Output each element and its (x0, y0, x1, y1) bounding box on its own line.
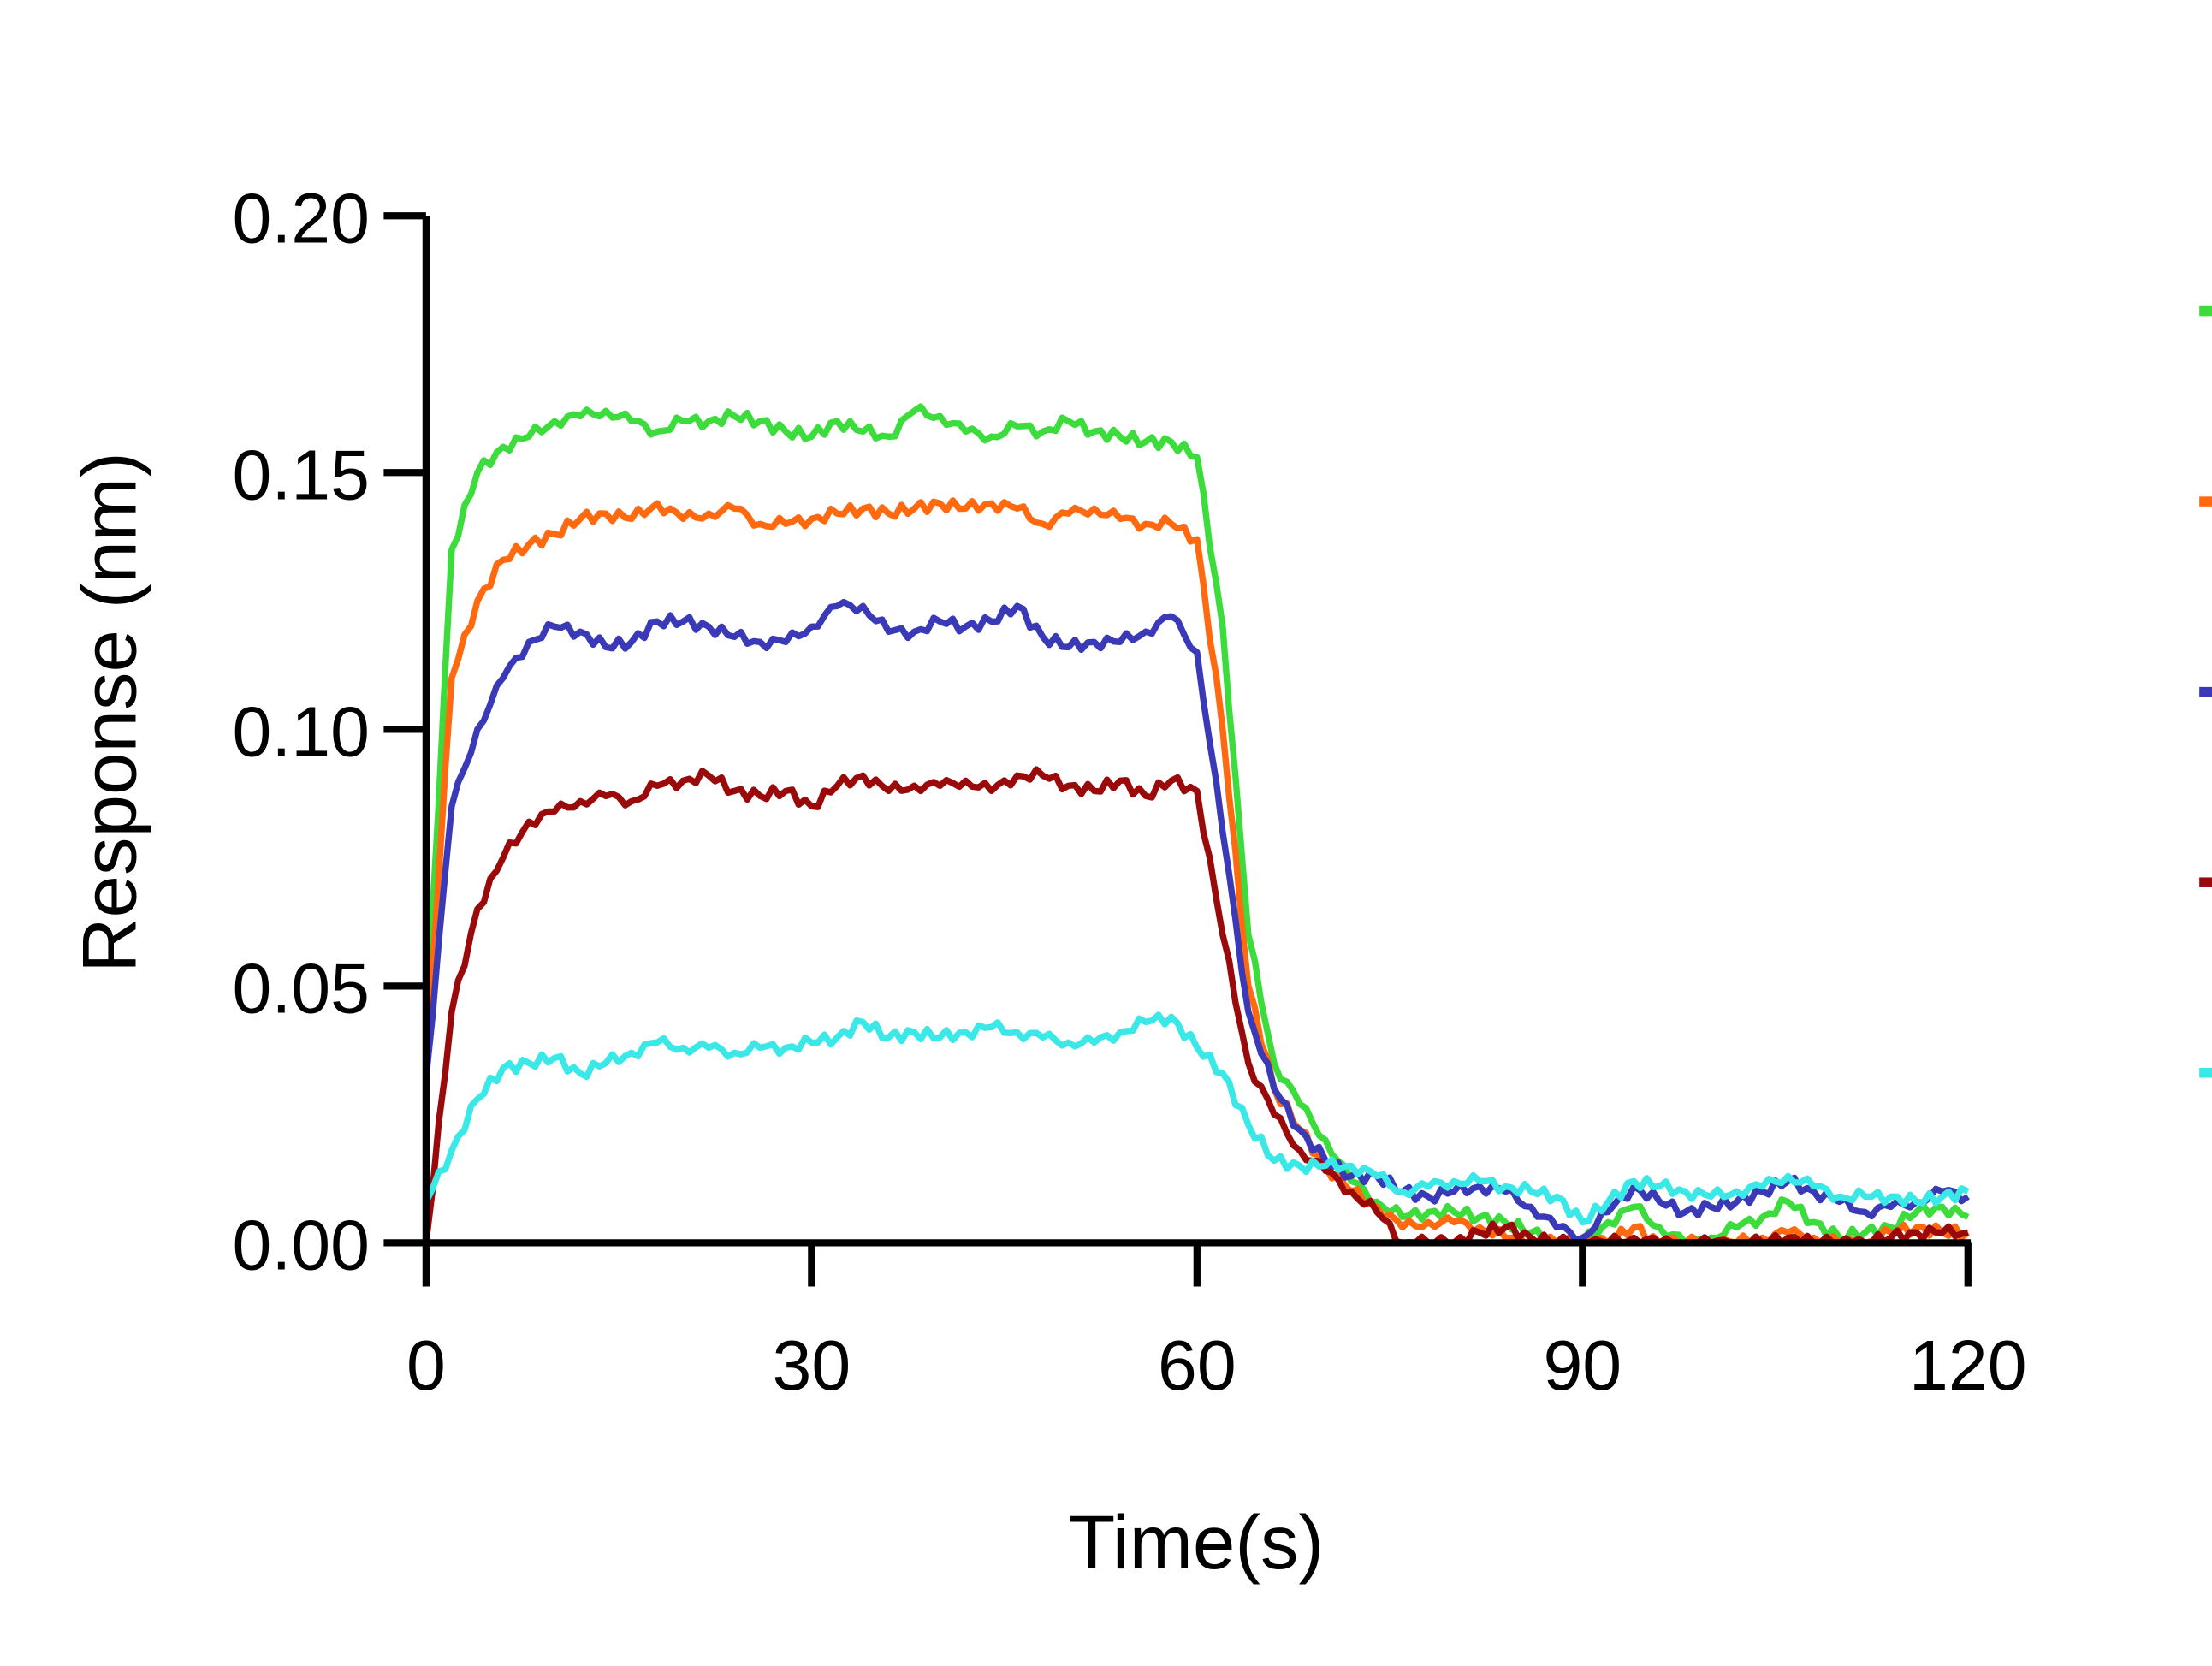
x-tick-label: 90 (1543, 1326, 1622, 1405)
y-tick-label: 0.05 (233, 950, 370, 1029)
legend-marker-1 (2199, 305, 2212, 317)
x-tick-label: 0 (406, 1326, 446, 1405)
series-line-1 (423, 403, 1970, 1247)
series-line-2 (423, 497, 1971, 1247)
y-tick-label: 0.15 (233, 436, 370, 515)
x-tick-label: 120 (1909, 1326, 2027, 1405)
y-tick-label: 0.20 (233, 180, 370, 258)
y-tick-label: 0.00 (233, 1207, 370, 1285)
series-line-3 (423, 598, 1970, 1244)
legend (2199, 305, 2212, 1078)
legend-marker-3 (2199, 686, 2212, 697)
x-tick-label: 60 (1158, 1326, 1236, 1405)
y-axis-label: Response (nm) (66, 452, 151, 973)
series-line-4 (423, 766, 1969, 1247)
legend-marker-4 (2199, 877, 2212, 887)
legend-marker-5 (2199, 1067, 2212, 1078)
series-layer (423, 403, 1971, 1247)
series-line-5 (423, 1011, 1970, 1226)
x-ticks: 0 30 60 90 120 (406, 1242, 2027, 1405)
y-ticks: 0.00 0.05 0.10 0.15 0.20 (233, 180, 426, 1285)
x-tick-label: 30 (773, 1326, 851, 1405)
legend-marker-2 (2199, 496, 2212, 507)
y-tick-label: 0.10 (233, 693, 370, 772)
x-axis-label: Time(s) (1069, 1499, 1324, 1585)
